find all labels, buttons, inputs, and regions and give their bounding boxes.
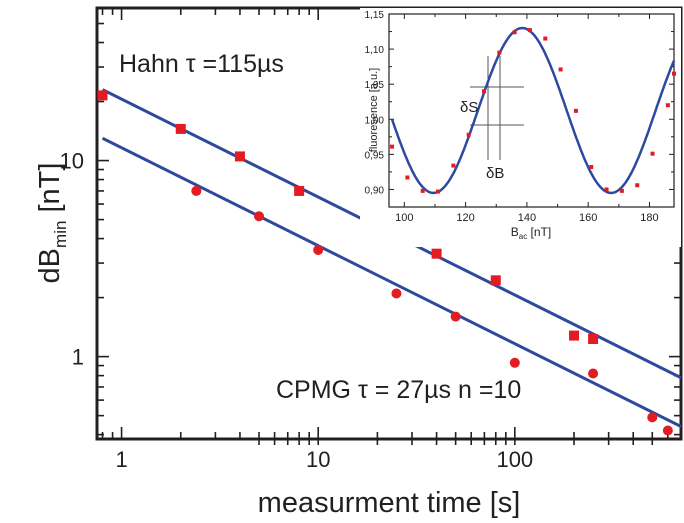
hahn-data-point xyxy=(431,248,442,259)
main-y-axis-label: dBmin [nT] xyxy=(34,163,70,284)
delta-s-label: δS xyxy=(460,99,478,116)
main-y-axis-label-sub: min xyxy=(51,221,70,248)
inset-data-point xyxy=(512,30,517,35)
hahn-data-point xyxy=(569,330,580,341)
inset-data-point xyxy=(619,188,624,193)
cpmg-data-point xyxy=(509,357,520,368)
inset-ticks xyxy=(389,13,674,208)
inset-x-tick-label: 180 xyxy=(640,212,658,224)
cpmg-data-point xyxy=(191,185,202,196)
cpmg-data-point xyxy=(313,244,324,255)
cpmg-data-point xyxy=(450,311,461,322)
inset-y-tick-label: 0,95 xyxy=(365,150,385,161)
inset-plot-frame xyxy=(388,13,675,208)
inset-chart: δS δB 100 120 140 160 180 0,90 0,95 1,00… xyxy=(360,8,681,247)
hahn-data-point xyxy=(490,275,501,286)
inset-data-point xyxy=(466,132,471,137)
inset-data-point xyxy=(558,67,563,72)
main-x-axis-label: measurment time [s] xyxy=(258,487,521,519)
main-x-tick-label: 10 xyxy=(306,447,330,472)
cpmg-data-point xyxy=(647,412,658,423)
main-data-points xyxy=(97,90,673,436)
delta-b-label: δB xyxy=(486,165,504,182)
cpmg-data-point xyxy=(662,425,673,436)
hahn-data-point xyxy=(588,333,599,344)
cpmg-series-label: CPMG τ = 27µs n =10 xyxy=(276,376,521,404)
inset-data-point xyxy=(672,71,676,76)
cpmg-data-point xyxy=(254,211,265,222)
inset-data-point xyxy=(390,144,395,149)
inset-x-tick-label: 140 xyxy=(518,212,536,224)
inset-data-point xyxy=(420,188,425,193)
hahn-data-point xyxy=(294,185,305,196)
delta-marker-lines xyxy=(470,56,524,160)
main-x-tick-label: 100 xyxy=(496,447,533,472)
main-x-tick-label: 1 xyxy=(115,447,127,472)
inset-x-axis-label-unit: [nT] xyxy=(527,225,551,239)
inset-data-point xyxy=(650,151,655,156)
cpmg-data-point xyxy=(391,288,402,299)
main-y-axis-label-main: dB xyxy=(34,248,66,283)
inset-data-point xyxy=(543,36,548,41)
inset-x-tick-label: 160 xyxy=(579,212,597,224)
inset-data-point xyxy=(573,108,578,113)
hahn-series-label: Hahn τ =115µs xyxy=(119,50,284,78)
inset-data-point xyxy=(497,50,502,55)
inset-y-tick-label: 1,15 xyxy=(365,10,385,21)
inset-y-tick-label: 1,10 xyxy=(365,45,385,56)
inset-x-axis-label: Bac [nT] xyxy=(511,225,551,241)
inset-data-point xyxy=(451,163,456,168)
main-y-tick-label: 1 xyxy=(72,345,84,370)
inset-data-point xyxy=(436,189,441,194)
cpmg-fit-line xyxy=(101,136,682,428)
inset-data-point xyxy=(527,28,532,33)
inset-data-point xyxy=(405,175,410,180)
hahn-data-point xyxy=(175,123,186,134)
inset-y-tick-label: 1,00 xyxy=(365,115,385,126)
inset-data-points xyxy=(390,28,676,194)
inset-x-tick-label: 100 xyxy=(395,212,413,224)
inset-x-tick-label: 120 xyxy=(456,212,474,224)
inset-y-tick-label: 1,05 xyxy=(365,80,385,91)
hahn-data-point xyxy=(234,151,245,162)
inset-data-point xyxy=(482,89,486,94)
inset-y-tick-label: 0,90 xyxy=(365,185,385,196)
main-y-axis-label-unit: [nT] xyxy=(34,163,66,221)
inset-data-point xyxy=(635,183,640,188)
hahn-data-point xyxy=(97,90,108,101)
inset-x-axis-label-main: B xyxy=(511,225,519,239)
cpmg-data-point xyxy=(588,368,599,379)
inset-y-axis-label: fluoresence [a.u.] xyxy=(368,68,380,152)
main-y-tick-label: 10 xyxy=(60,149,84,174)
inset-data-point xyxy=(589,164,594,169)
main-chart: 1 10 100 1 10 measurment time [s] dBmin … xyxy=(34,6,683,519)
inset-x-axis-label-sub: ac xyxy=(519,232,527,241)
inset-data-point xyxy=(604,187,609,192)
inset-data-point xyxy=(665,103,670,108)
